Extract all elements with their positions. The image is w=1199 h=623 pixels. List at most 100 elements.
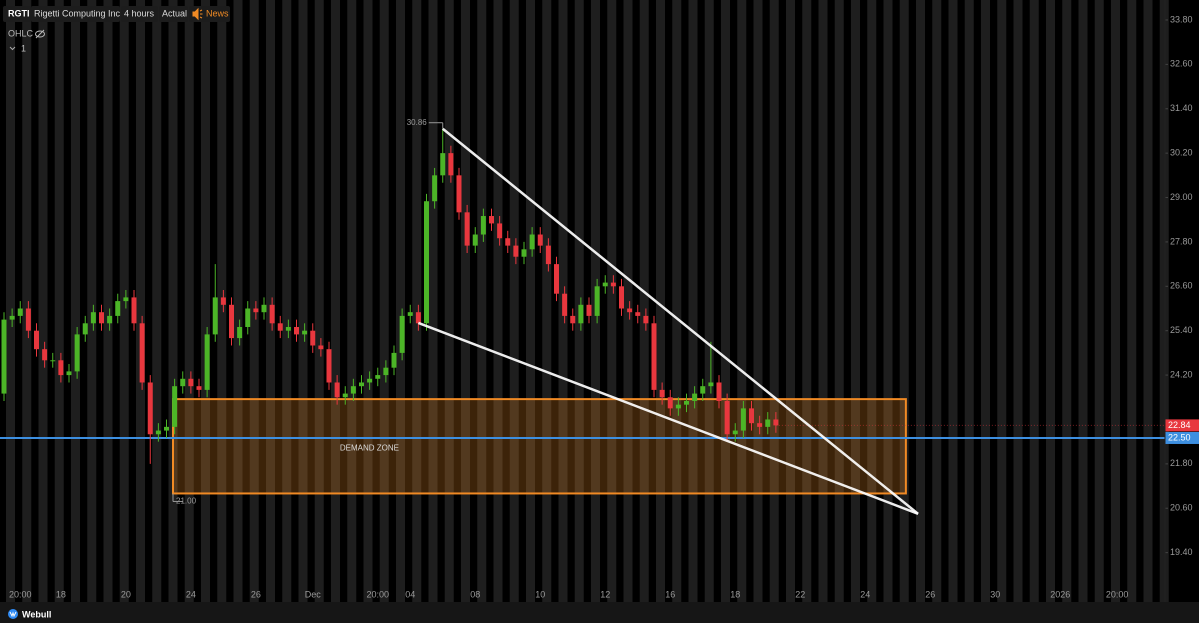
candle-body — [237, 326, 243, 339]
y-tick-label: 27.80 — [1170, 236, 1193, 246]
anchor-label: 30.86 — [407, 118, 428, 127]
candle-body — [204, 334, 210, 390]
stripe — [1111, 0, 1120, 602]
candle-body — [537, 234, 543, 246]
mode[interactable]: Actual — [162, 8, 187, 18]
candle-body — [261, 304, 267, 313]
visibility-icon[interactable] — [35, 30, 45, 38]
candle-body — [253, 308, 259, 313]
x-tick-label: 18 — [730, 589, 740, 599]
y-tick-label: 33.80 — [1170, 14, 1193, 24]
y-tick-label: 19.40 — [1170, 547, 1193, 557]
candle-body — [25, 308, 31, 331]
candle-body — [562, 293, 568, 316]
y-tick-label: 30.20 — [1170, 148, 1193, 158]
stripe — [461, 0, 470, 602]
news-box[interactable] — [189, 6, 230, 22]
y-tick-label: 21.80 — [1170, 458, 1193, 468]
candle-body — [131, 297, 137, 324]
interval[interactable]: 4 hours — [124, 8, 155, 18]
candle-body — [765, 419, 771, 427]
candle-body — [277, 323, 283, 331]
stripe — [542, 0, 552, 602]
candle-body — [643, 315, 649, 324]
y-tick-label: 29.00 — [1170, 192, 1193, 202]
candle-body — [326, 349, 332, 383]
stripe — [688, 0, 698, 602]
candle-body — [139, 323, 145, 383]
x-tick-label: 24 — [860, 589, 870, 599]
candle-body — [635, 312, 641, 316]
interval-box[interactable] — [121, 6, 158, 22]
y-tick-label: 26.60 — [1170, 281, 1193, 291]
candle-body — [456, 175, 462, 213]
candle-body — [334, 382, 340, 398]
x-tick-label: 22 — [795, 589, 805, 599]
trend-line — [441, 127, 919, 515]
pane-count: 1 — [21, 43, 26, 53]
symbol: RGTI — [8, 8, 30, 18]
candle-body — [17, 308, 23, 316]
stripe — [721, 0, 730, 602]
stripe — [282, 0, 292, 602]
candle-body — [302, 330, 308, 335]
candle-body — [115, 301, 121, 316]
stripe — [851, 0, 860, 602]
candle-body — [34, 330, 39, 350]
candle-body — [82, 323, 88, 335]
mode-box[interactable] — [159, 6, 188, 22]
candle-body — [529, 234, 535, 250]
stripe — [834, 0, 844, 602]
x-tick-label: 18 — [56, 589, 66, 599]
y-tick-label: 31.40 — [1170, 103, 1193, 113]
candle-body — [147, 382, 153, 435]
stripe — [379, 0, 389, 602]
stripe — [168, 0, 178, 602]
y-tick-label: 24.20 — [1170, 369, 1193, 379]
news[interactable]: News — [206, 8, 229, 18]
stripe — [1159, 0, 1169, 602]
stripe — [184, 0, 194, 602]
stripe — [623, 0, 633, 602]
stripe — [54, 0, 64, 602]
x-tick-label: 20 — [121, 589, 131, 599]
candle-body — [245, 308, 251, 327]
candle-body — [659, 389, 665, 398]
x-tick-label: 20:00 — [9, 589, 32, 599]
candle-body — [610, 282, 616, 287]
candle-body — [90, 312, 96, 324]
candle-body — [684, 400, 689, 405]
stripe — [314, 0, 324, 602]
stripe — [396, 0, 405, 602]
candle-body — [359, 382, 364, 387]
indicator[interactable]: OHLC — [8, 28, 34, 38]
candle-body — [50, 360, 56, 362]
candle-body — [732, 430, 738, 435]
stripe — [493, 0, 503, 602]
stripe — [883, 0, 893, 602]
stripe — [444, 0, 454, 602]
stripe — [899, 0, 909, 602]
candle-body — [521, 249, 527, 257]
x-tick-label: 26 — [251, 589, 261, 599]
y-tick-label: 20.60 — [1170, 503, 1193, 513]
candle-body — [448, 153, 454, 176]
candle-body — [692, 393, 698, 401]
candle-body — [188, 378, 194, 387]
x-tick-label: 12 — [600, 589, 610, 599]
stripe — [1094, 0, 1104, 602]
stripe — [1046, 0, 1055, 602]
collapse-chevron[interactable] — [9, 46, 16, 51]
candle-body — [383, 367, 389, 376]
candle-body — [472, 234, 478, 246]
footer — [0, 602, 1199, 623]
candle-body — [269, 304, 275, 324]
candle-body — [667, 397, 673, 409]
stripe — [981, 0, 990, 602]
stripe — [916, 0, 925, 602]
stripe — [997, 0, 1007, 602]
x-tick-label: 24 — [186, 589, 196, 599]
visibility-slash — [35, 29, 45, 39]
candle-body — [700, 386, 706, 394]
